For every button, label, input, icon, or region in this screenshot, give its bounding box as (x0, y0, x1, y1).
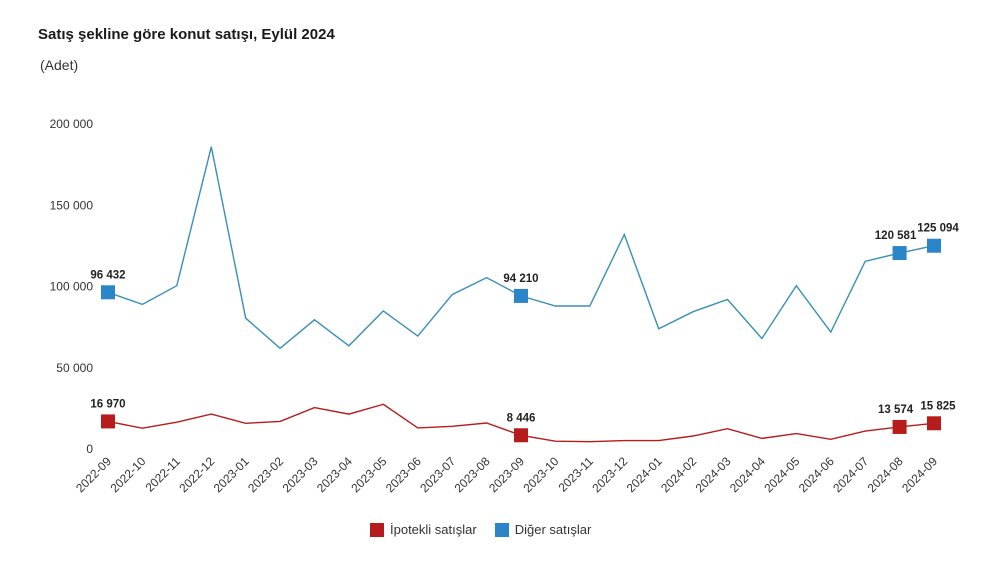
marker-mortgage[interactable] (514, 428, 528, 443)
series-line-other (107, 146, 935, 350)
x-tick-label: 2023-02 (245, 454, 286, 495)
legend-swatch-mortgage (370, 522, 384, 537)
x-tick-label: 2023-12 (589, 454, 630, 495)
x-tick-label: 2023-04 (314, 454, 355, 495)
marker-other[interactable] (892, 246, 907, 261)
y-tick-label: 100 000 (50, 280, 94, 294)
legend-label-mortgage: İpotekli satışlar (390, 522, 477, 537)
x-axis: 2022-092022-102022-112022-122023-012023-… (73, 454, 940, 495)
x-tick-label: 2023-09 (486, 454, 527, 495)
x-tick-label: 2023-10 (520, 454, 561, 495)
legend-item-other[interactable]: Diğer satışlar (494, 522, 592, 537)
x-tick-label: 2024-08 (865, 454, 906, 495)
marker-mortgage[interactable] (892, 419, 907, 434)
x-tick-label: 2023-07 (417, 454, 458, 495)
legend-swatch-other (494, 522, 509, 537)
data-label-other: 94 210 (503, 273, 538, 285)
data-label-mortgage: 8 446 (507, 412, 536, 424)
x-tick-label: 2022-12 (176, 454, 217, 495)
marker-other[interactable] (101, 285, 115, 300)
legend: İpotekli satışlar Diğer satışlar (370, 522, 591, 537)
x-tick-label: 2023-03 (280, 454, 321, 495)
data-label-other: 125 094 (917, 223, 959, 235)
x-tick-label: 2023-05 (348, 454, 389, 495)
x-tick-label: 2024-01 (624, 454, 665, 495)
x-tick-label: 2022-09 (73, 454, 114, 495)
chart-title: Satış şekline göre konut satışı, Eylül 2… (38, 26, 335, 43)
x-tick-label: 2024-07 (830, 454, 871, 495)
x-tick-label: 2024-03 (693, 454, 734, 495)
series-layer (101, 146, 941, 443)
legend-label-other: Diğer satışlar (514, 522, 592, 537)
marker-mortgage[interactable] (927, 416, 941, 431)
x-tick-label: 2024-06 (796, 454, 837, 495)
x-tick-label: 2024-02 (658, 454, 699, 495)
y-tick-label: 0 (86, 442, 93, 456)
x-tick-label: 2024-04 (727, 454, 768, 495)
data-label-mortgage: 15 825 (920, 400, 956, 412)
x-tick-label: 2024-09 (899, 454, 940, 495)
x-tick-label: 2023-11 (556, 454, 597, 495)
marker-mortgage[interactable] (101, 414, 115, 429)
y-axis: 0 50 000 100 000 150 000 200 000 (50, 117, 94, 456)
data-label-mortgage: 13 574 (878, 404, 914, 416)
x-tick-label: 2024-05 (761, 454, 802, 495)
marker-other[interactable] (927, 238, 941, 253)
chart-subtitle: (Adet) (40, 57, 79, 73)
x-tick-label: 2023-08 (452, 454, 493, 495)
y-tick-label: 150 000 (50, 198, 94, 212)
data-label-mortgage: 16 970 (90, 398, 125, 410)
x-tick-label: 2023-06 (383, 454, 424, 495)
y-tick-label: 200 000 (50, 117, 94, 131)
legend-item-mortgage[interactable]: İpotekli satışlar (370, 522, 477, 537)
marker-other[interactable] (514, 288, 528, 303)
data-label-other: 96 432 (90, 269, 125, 281)
y-tick-label: 50 000 (56, 361, 93, 375)
x-tick-label: 2023-01 (211, 454, 252, 495)
x-tick-label: 2022-11 (143, 454, 184, 495)
x-tick-label: 2022-10 (107, 454, 148, 495)
data-label-other: 120 581 (875, 230, 917, 242)
